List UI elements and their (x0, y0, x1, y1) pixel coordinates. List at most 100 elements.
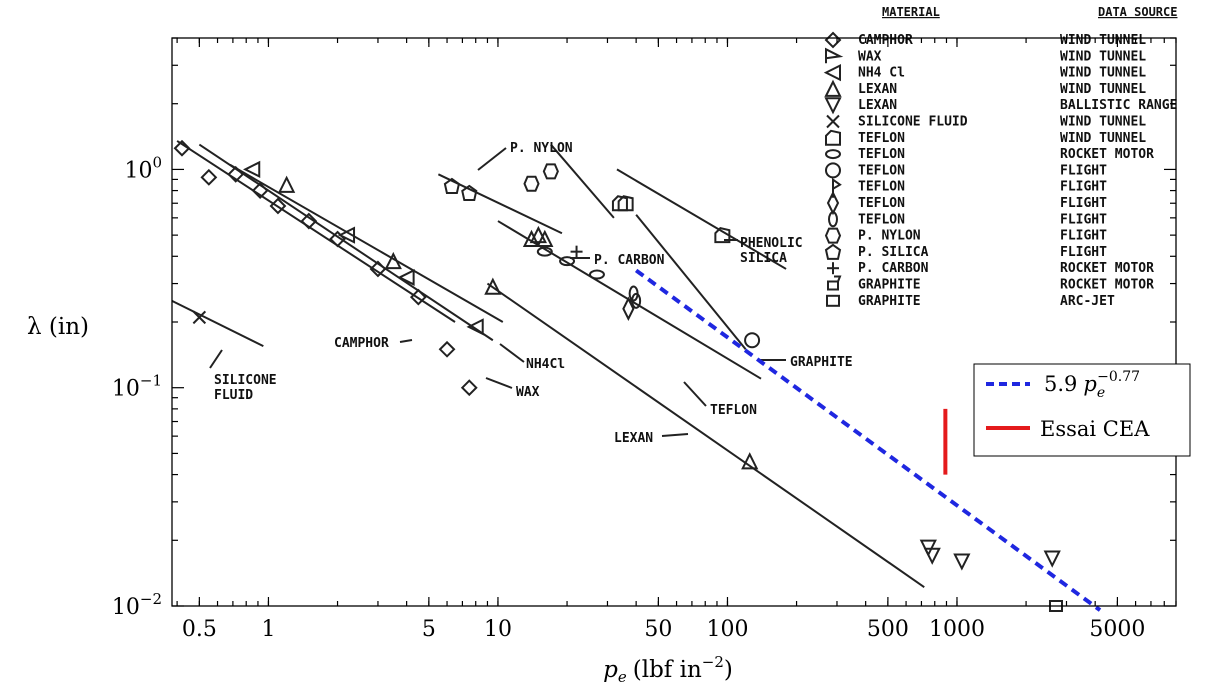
table-source: BALLISTIC RANGE (1060, 98, 1177, 113)
x-tick-label: 100 (706, 617, 748, 642)
point-triangle-left (243, 160, 261, 179)
point-triangle-up (536, 229, 554, 248)
point-diamond (269, 197, 287, 215)
y-tick-labels: 10−2 10−1 100 (112, 153, 162, 620)
point-triangle-down (953, 553, 971, 571)
point-house (611, 195, 628, 212)
table-material: CAMPHOR (858, 33, 913, 48)
x-tick-labels: 0.5 1 5 10 50 100 500 1000 5000 (182, 617, 1146, 642)
table-source: WIND TUNNEL (1060, 115, 1146, 130)
marker-ellipse (588, 269, 605, 280)
curve-label: GRAPHITE (790, 355, 853, 370)
point-triangle-up (278, 175, 296, 193)
curve-label: NH4Cl (526, 357, 565, 372)
point-house (714, 227, 731, 244)
table-header-material: MATERIAL (882, 5, 940, 19)
marker-triangle-down (953, 553, 971, 571)
marker-triangle-up (384, 251, 402, 270)
point-plus (570, 245, 583, 258)
point-triangle-down (1043, 550, 1061, 568)
table-source: ROCKET MOTOR (1060, 278, 1154, 293)
marker-diamond (460, 379, 478, 397)
point-flag (832, 177, 842, 198)
table-header-source: DATA SOURCE (1098, 5, 1177, 19)
marker-diamond (251, 182, 269, 199)
table-material: TEFLON (858, 196, 905, 211)
marker-triangle-down (919, 539, 937, 557)
y-axis-label: λ (in) (27, 314, 89, 340)
marker-flag (832, 177, 842, 198)
table-source: FLIGHT (1060, 180, 1107, 195)
marker-flag-triangle (825, 47, 844, 64)
marker-triangle-left (337, 226, 356, 244)
marker-x-b (826, 114, 840, 129)
point-circle (744, 332, 761, 349)
background-curve (635, 214, 747, 350)
marker-pentagon (824, 243, 842, 260)
y-tick-label: 10−2 (112, 590, 162, 620)
legend-entry-power-law: 5.9 pe−0.77 (1044, 369, 1140, 401)
table-source: ARC-JET (1060, 294, 1115, 309)
curve-label-leader (209, 349, 223, 369)
point-circle (825, 162, 841, 179)
table-material: WAX (858, 49, 882, 64)
point-triangle-up (529, 225, 547, 244)
point-triangle-down (919, 539, 937, 557)
point-pentagon (824, 243, 842, 260)
legend: 5.9 pe−0.77 Essai CEA (973, 363, 1191, 457)
y-tick-label: 100 (124, 153, 162, 183)
point-square (826, 294, 840, 307)
curve-label-leader (399, 339, 413, 343)
point-triangle-left (397, 268, 415, 287)
marker-diamond (409, 288, 427, 306)
marker-triangle-left (397, 268, 415, 287)
table-material: GRAPHITE (858, 278, 921, 293)
point-diamond (824, 31, 842, 49)
point-diamond (409, 288, 427, 306)
table-source: WIND TUNNEL (1060, 33, 1146, 48)
marker-diamond-tall (622, 296, 635, 321)
table-source: FLIGHT (1060, 229, 1107, 244)
marker-ellipse (559, 256, 576, 267)
marker-ellipse-tall (631, 292, 642, 309)
series-layer (634, 268, 1102, 612)
table-material: NH4 Cl (858, 66, 905, 81)
background-curve (198, 143, 494, 342)
point-pentagon (443, 177, 461, 194)
background-curve (550, 143, 615, 219)
marker-triangle-left (823, 63, 841, 82)
marker-hexagon (824, 227, 842, 244)
table-source: FLIGHT (1060, 245, 1107, 260)
table-material: SILICONE FLUID (858, 115, 968, 130)
point-triangle-left (823, 63, 841, 82)
table-material: LEXAN (858, 98, 897, 113)
table-material: P. CARBON (858, 261, 929, 276)
table-source: FLIGHT (1060, 196, 1107, 211)
table-material: LEXAN (858, 82, 897, 97)
marker-circle (825, 162, 841, 179)
point-diamond (300, 212, 318, 230)
point-flag-triangle (825, 47, 844, 64)
marker-ellipse-tall (828, 211, 838, 228)
marker-ellipse (536, 246, 553, 257)
point-ellipse-tall (631, 292, 642, 309)
marker-diamond (369, 260, 387, 278)
point-x (192, 310, 207, 325)
marker-triangle-down (923, 547, 941, 565)
curve-label: PHENOLIC (740, 236, 803, 251)
marker-square-flag-tail (834, 275, 842, 282)
curve-label-leader (661, 433, 689, 437)
table-material: TEFLON (858, 147, 905, 162)
background-curve (176, 140, 456, 323)
curve-label: TEFLON (710, 403, 757, 418)
table-source: FLIGHT (1060, 163, 1107, 178)
marker-diamond (173, 139, 191, 157)
point-hexagon (523, 175, 540, 192)
x-tick-label: 1000 (929, 617, 985, 642)
x-axis-label: pe (lbf in−2) (603, 653, 733, 686)
marker-triangle-up (529, 225, 547, 244)
point-triangle-down (923, 547, 941, 565)
marker-diamond (200, 168, 218, 186)
curve-label: LEXAN (614, 431, 653, 446)
point-triangle-up (741, 452, 759, 470)
